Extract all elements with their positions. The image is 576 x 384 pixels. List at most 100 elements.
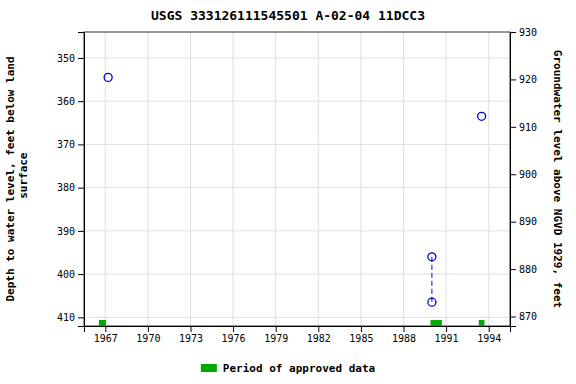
period-series xyxy=(99,320,485,326)
tick-label: 1979 xyxy=(264,333,288,344)
tick-mark xyxy=(191,326,192,332)
tick: 910 xyxy=(510,122,537,133)
grid-line-x xyxy=(147,32,148,326)
tick-mark xyxy=(510,32,516,33)
tick-label: 1982 xyxy=(307,333,331,344)
tick-mark xyxy=(148,326,149,332)
period-bar xyxy=(430,320,441,326)
tick: 1976 xyxy=(222,326,246,344)
grid-line-y xyxy=(84,57,510,58)
tick-mark xyxy=(361,326,362,332)
plot-frame xyxy=(84,32,510,326)
tick-label: 890 xyxy=(519,216,537,227)
tick-label: 870 xyxy=(519,311,537,322)
tick: 390 xyxy=(57,226,84,237)
tick: 1967 xyxy=(94,326,118,344)
grid-line-x xyxy=(275,32,276,326)
tick-mark xyxy=(233,326,234,332)
tick-label: 900 xyxy=(519,169,537,180)
tick: 920 xyxy=(510,74,537,85)
grid-line-y xyxy=(84,144,510,145)
tick-mark xyxy=(510,269,516,270)
grid-line-x xyxy=(360,32,361,326)
y-axis: 350 360 370 380 390 400 410 xyxy=(57,33,85,327)
tick-label: 1970 xyxy=(136,333,160,344)
tick: 870 xyxy=(510,311,537,322)
grid-line-x xyxy=(318,32,319,326)
plot: 1967 1970 1973 1976 1979 1982 1985 1988 1991 1994… xyxy=(4,27,564,344)
point xyxy=(478,112,486,120)
tick: 1979 xyxy=(264,326,288,344)
tick-mark xyxy=(276,326,277,332)
point xyxy=(104,73,112,81)
tick: 890 xyxy=(510,216,537,227)
tick: 350 xyxy=(57,53,84,64)
tick-mark xyxy=(510,317,516,318)
grid-line-x xyxy=(488,32,489,326)
tick-label: 1994 xyxy=(477,333,501,344)
y2-axis: 870 880 890 900 910 920 930 xyxy=(510,27,537,327)
tick: 380 xyxy=(57,182,84,193)
tick: 880 xyxy=(510,264,537,275)
grid-line-x xyxy=(233,32,234,326)
tick-label: 920 xyxy=(519,74,537,85)
tick-mark xyxy=(78,274,84,275)
tick-label: 1973 xyxy=(179,333,203,344)
tick-label: 350 xyxy=(57,53,75,64)
tick-mark xyxy=(78,144,84,145)
marks xyxy=(99,73,486,326)
tick-mark xyxy=(105,326,106,332)
tick-mark xyxy=(318,326,319,332)
tick-mark xyxy=(78,101,84,102)
tick-mark xyxy=(78,58,84,59)
tick-mark xyxy=(78,231,84,232)
tick-label: 1988 xyxy=(392,333,416,344)
tick-mark xyxy=(404,326,405,332)
tick-label: 400 xyxy=(57,269,75,280)
legend-label: Period of approved data xyxy=(223,362,375,375)
axis-domain xyxy=(511,33,517,327)
tick-label: 390 xyxy=(57,226,75,237)
tick: 360 xyxy=(57,96,84,107)
tick-label: 910 xyxy=(519,122,537,133)
tick-label: 410 xyxy=(57,312,75,323)
tick: 1988 xyxy=(392,326,416,344)
y2-axis-label: Groundwater level above NGVD 1929, feet xyxy=(551,50,564,308)
tick-label: 370 xyxy=(57,139,75,150)
tick-label: 1967 xyxy=(94,333,118,344)
tick: 1991 xyxy=(435,326,459,344)
axis-domain xyxy=(85,327,511,333)
period-bar xyxy=(479,320,485,326)
x-axis: 1967 1970 1973 1976 1979 1982 1985 1988 1991 1994 xyxy=(85,326,511,344)
y-axis-label: Depth to water level, feet below land su… xyxy=(4,56,30,301)
tick: 1994 xyxy=(477,326,501,344)
grid-line-y xyxy=(84,274,510,275)
scatter-series xyxy=(104,73,485,306)
period-bar xyxy=(99,320,106,326)
tick: 1982 xyxy=(307,326,331,344)
tick: 1985 xyxy=(349,326,373,344)
tick-label: 1991 xyxy=(435,333,459,344)
tick: 1970 xyxy=(136,326,160,344)
tick-mark xyxy=(510,79,516,80)
tick-mark xyxy=(446,326,447,332)
grid-line-x xyxy=(190,32,191,326)
tick-mark xyxy=(78,317,84,318)
grid-line-x xyxy=(403,32,404,326)
tick-mark xyxy=(510,222,516,223)
legend-item: Period of approved data xyxy=(201,362,375,375)
tick: 410 xyxy=(57,312,84,323)
tick-label: 1985 xyxy=(349,333,373,344)
line xyxy=(431,257,432,302)
chart-svg: 1967 1970 1973 1976 1979 1982 1985 1988 1991 1994… xyxy=(0,0,576,384)
legend: Period of approved data xyxy=(201,362,375,375)
grid-line-y xyxy=(84,230,510,231)
grid-line-y xyxy=(84,187,510,188)
axis-domain xyxy=(78,33,85,327)
tick-label: 380 xyxy=(57,182,75,193)
tick: 930 xyxy=(510,27,537,38)
legend-swatch xyxy=(201,364,217,372)
tick-mark xyxy=(78,188,84,189)
title: USGS 333126111545501 A-02-04 11DCC3 xyxy=(151,8,425,23)
tick: 900 xyxy=(510,169,537,180)
